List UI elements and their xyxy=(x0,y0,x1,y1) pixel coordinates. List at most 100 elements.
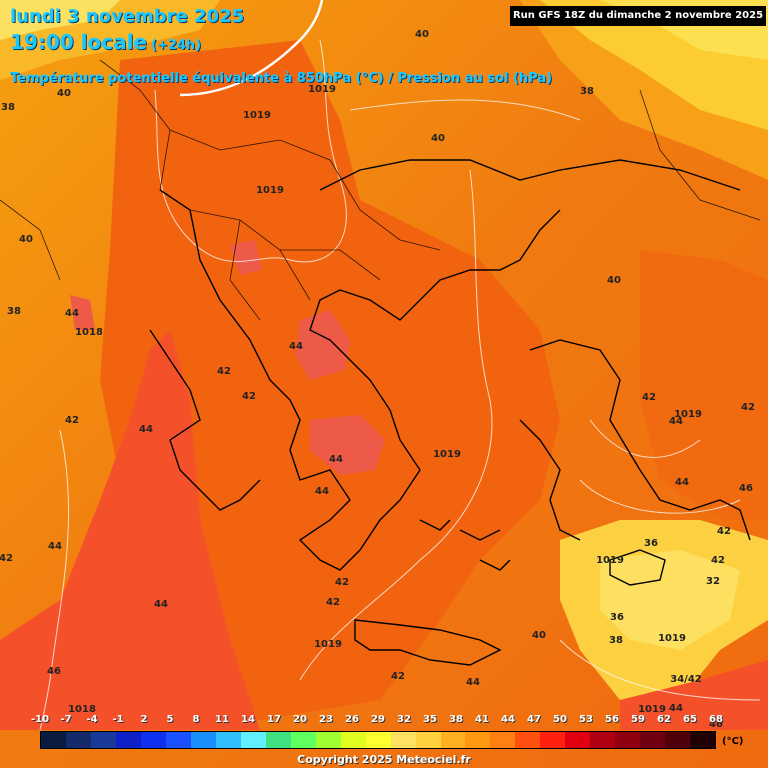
scale-label: 35 xyxy=(423,714,437,725)
map-value-label: 40 xyxy=(19,234,33,245)
scale-swatch xyxy=(165,732,191,748)
map-value-label: 1019 xyxy=(256,185,284,196)
scale-label: 59 xyxy=(631,714,645,725)
map-value-label: 46 xyxy=(739,483,753,494)
scale-label: 5 xyxy=(166,714,174,725)
scale-label: 8 xyxy=(192,714,200,725)
borders xyxy=(0,59,761,321)
scale-label: 17 xyxy=(267,714,281,725)
scale-swatch xyxy=(140,732,166,748)
scale-label: 65 xyxy=(683,714,697,725)
scale-swatch xyxy=(340,732,366,748)
map-value-label: 38 xyxy=(7,306,21,317)
scale-label: 47 xyxy=(527,714,541,725)
scale-label: -1 xyxy=(112,714,124,725)
scale-swatch xyxy=(65,732,91,748)
scale-label: 44 xyxy=(501,714,515,725)
map-value-label: 44 xyxy=(289,341,303,352)
scale-label: 56 xyxy=(605,714,619,725)
map-value-label: 38 xyxy=(1,102,15,113)
scale-label: 11 xyxy=(215,714,229,725)
map-value-label: 42 xyxy=(0,553,13,564)
scale-swatch xyxy=(415,732,441,748)
map-value-label: 44 xyxy=(669,416,683,427)
map-value-label: 44 xyxy=(154,599,168,610)
scale-swatch xyxy=(440,732,466,748)
map-value-label: 44 xyxy=(329,454,343,465)
map-value-label: 1019 xyxy=(243,110,271,121)
isobar-bold xyxy=(179,0,324,97)
scale-swatch xyxy=(190,732,216,748)
map-value-label: 1018 xyxy=(75,327,103,338)
scale-swatch xyxy=(490,732,516,748)
map-value-label: 32 xyxy=(706,576,720,587)
run-info: Run GFS 18Z du dimanche 2 novembre 2025 xyxy=(510,6,766,26)
coastlines xyxy=(149,159,751,666)
map-value-label: 46 xyxy=(47,666,61,677)
scale-swatch xyxy=(665,732,691,748)
forecast-lead: (+24h) xyxy=(151,38,202,53)
scale-swatch xyxy=(640,732,666,748)
map-value-label: 40 xyxy=(532,630,546,641)
scale-swatch xyxy=(565,732,591,748)
map-value-label: 40 xyxy=(431,133,445,144)
map-value-label: 40 xyxy=(415,29,429,40)
scale-label: 14 xyxy=(241,714,255,725)
scale-swatch xyxy=(465,732,491,748)
map-value-label: 42 xyxy=(65,415,79,426)
map-value-label: 1019 xyxy=(308,84,336,95)
map-value-label: 42 xyxy=(326,597,340,608)
scale-label: 23 xyxy=(319,714,333,725)
forecast-time-text: 19:00 locale xyxy=(10,30,147,54)
scale-swatch xyxy=(240,732,266,748)
map-value-label: 1019 xyxy=(314,639,342,650)
map-value-label: 42 xyxy=(391,671,405,682)
isobar-lines xyxy=(39,39,761,731)
map-value-label: 44 xyxy=(669,703,683,714)
scale-label: 50 xyxy=(553,714,567,725)
scale-label: 20 xyxy=(293,714,307,725)
map-value-label: 1019 xyxy=(596,555,624,566)
scale-swatch xyxy=(215,732,241,748)
scale-swatch xyxy=(540,732,566,748)
scale-swatch xyxy=(365,732,391,748)
map-value-label: 44 xyxy=(139,424,153,435)
map-value-label: 1019 xyxy=(674,409,702,420)
scale-label: 41 xyxy=(475,714,489,725)
scale-swatch xyxy=(41,732,66,748)
scale-label: -4 xyxy=(86,714,98,725)
map-value-label: 38 xyxy=(609,635,623,646)
scale-swatch xyxy=(115,732,141,748)
scale-label: -10 xyxy=(30,714,50,725)
scale-swatch xyxy=(590,732,616,748)
scale-swatch xyxy=(615,732,641,748)
color-scale-labels: -10 -7 -4 -1 2 5 8 11 14 17 20 23 26 29 32 35 38 41 44 47 50… xyxy=(31,714,723,728)
scale-swatch xyxy=(265,732,291,748)
map-value-label: 38 xyxy=(580,86,594,97)
red-zone-west xyxy=(0,330,260,730)
map-value-label: 42 xyxy=(217,366,231,377)
map-value-label: 44 xyxy=(65,308,79,319)
forecast-date: lundi 3 novembre 2025 xyxy=(10,6,245,27)
map-value-label: 44 xyxy=(315,486,329,497)
scale-unit: (°C) xyxy=(722,736,744,747)
scale-swatch xyxy=(290,732,316,748)
copyright: Copyright 2025 Meteociel.fr xyxy=(297,753,471,766)
map-value-label: 1018 xyxy=(68,704,96,715)
map-value-label: 44 xyxy=(675,477,689,488)
scale-label: 53 xyxy=(579,714,593,725)
color-scale xyxy=(40,731,716,749)
scale-label: 26 xyxy=(345,714,359,725)
core-zone xyxy=(100,40,560,720)
scale-label: 2 xyxy=(140,714,148,725)
scale-swatch xyxy=(690,732,716,748)
map-value-label: 42 xyxy=(717,526,731,537)
map-value-labels: 40 40 38 1019 1019 38 40 1019 40 40 38 44 1018 44 42 42… xyxy=(0,29,755,730)
map-value-label: 42 xyxy=(335,577,349,588)
map-value-label: 42 xyxy=(741,402,755,413)
map-subtitle: Température potentielle équivalente à 85… xyxy=(10,71,553,86)
map-value-label: 42 xyxy=(642,392,656,403)
map-value-label: 1019 xyxy=(658,633,686,644)
map-value-label: 1019 xyxy=(433,449,461,460)
